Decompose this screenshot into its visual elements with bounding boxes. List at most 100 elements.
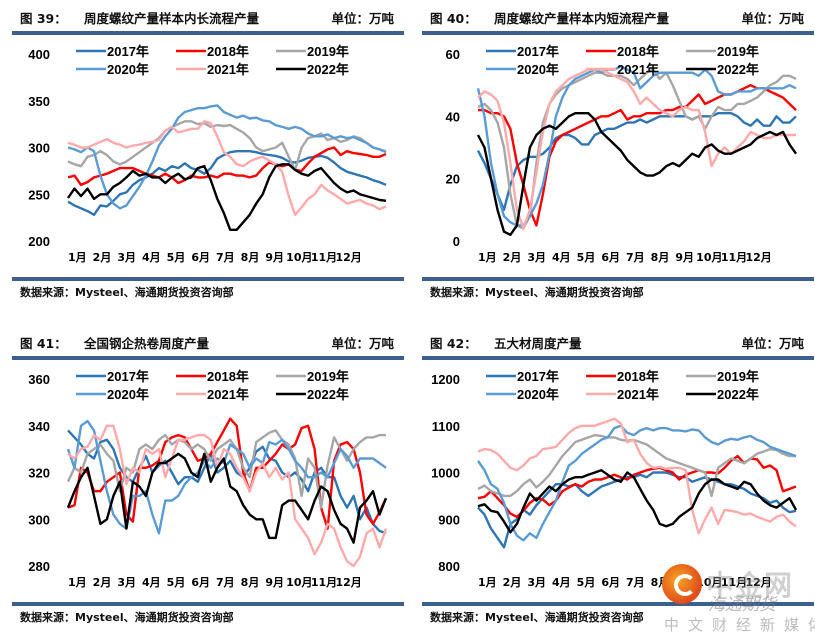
legend-item: 2021年 [586,62,659,77]
source-divider [12,602,404,606]
source-divider [12,277,404,281]
legend-label: 2021年 [207,62,249,77]
source-note: 数据来源：Mysteel、海通期货投资咨询部 [20,286,234,299]
legend-label: 2020年 [517,62,559,77]
y-tick-label: 280 [28,559,50,574]
legend-item: 2019年 [686,44,759,59]
figure-title-text: 周度螺纹产量样本内短流程产量 [494,11,670,26]
source-note: 数据来源：Mysteel、海通期货投资咨询部 [430,611,644,624]
title-divider [422,356,814,360]
figure-title-text: 五大材周度产量 [494,336,582,351]
y-tick-label: 300 [28,512,50,527]
figure-number: 图 41： [20,336,67,351]
legend-item: 2020年 [486,62,559,77]
x-tick-label: 7月 [626,576,645,589]
legend-label: 2019年 [717,369,759,384]
figure-unit: 单位：万吨 [331,336,394,351]
y-tick-label: 350 [28,94,50,109]
x-tick-label: 3月 [527,251,546,264]
figure-42: 图 42： 五大材周度产量 单位：万吨 800 900 1000 1100 1200 1月 2… [418,325,815,635]
y-tick-label: 60 [446,47,460,62]
x-tick-label: 6月 [601,251,620,264]
legend-item: 2018年 [176,44,249,59]
legend-item: 2021年 [176,387,249,402]
figure-unit: 单位：万吨 [331,11,394,26]
legend-label: 2021年 [207,387,249,402]
figure-title: 图 39： 周度螺纹产量样本内长流程产量 [20,8,259,27]
y-tick-label: 1200 [431,372,460,387]
source-note: 数据来源：Mysteel、海通期货投资咨询部 [430,286,644,299]
legend-item: 2020年 [76,387,149,402]
x-tick-label: 10月 [696,251,722,264]
legend-item: 2022年 [276,387,349,402]
y-tick-label: 340 [28,419,50,434]
legend-item: 2017年 [486,369,559,384]
legend-label: 2022年 [717,62,759,77]
legend-item: 2020年 [486,387,559,402]
figure-number: 图 40： [430,11,477,26]
legend-label: 2019年 [307,44,349,59]
legend-label: 2022年 [307,62,349,77]
y-tick-label: 900 [438,512,460,527]
x-tick-label: 7月 [626,251,645,264]
y-tick-label: 320 [28,466,50,481]
x-tick-label: 9月 [675,251,694,264]
legend-item: 2018年 [586,369,659,384]
x-tick-label: 12月 [336,576,362,589]
x-tick-label: 12月 [336,251,362,264]
x-tick-label: 11月 [721,576,747,589]
series-line-2020 [476,65,797,227]
source-note: 数据来源：Mysteel、海通期货投资咨询部 [20,611,234,624]
legend-item: 2020年 [76,62,149,77]
legend-item: 2018年 [176,369,249,384]
x-tick-label: 1月 [68,251,87,264]
chart-fig39: 200 250 300 350 400 1月 2月 3月 4月 5月 6月 7月 8月 9月 10月11月1… [28,44,387,264]
legend-label: 2017年 [107,369,149,384]
x-tick-label: 10月 [286,576,312,589]
x-tick-label: 5月 [167,576,186,589]
source-divider [422,277,814,281]
y-tick-label: 200 [28,234,50,249]
y-tick-label: 40 [446,109,460,124]
source-divider [422,602,814,606]
legend-item: 2021年 [176,62,249,77]
series-line-2022 [66,452,388,544]
x-tick-label: 5月 [577,576,596,589]
y-tick-label: 20 [446,172,460,187]
figure-title: 图 42： 五大材周度产量 [430,333,582,352]
x-tick-label: 4月 [142,576,161,589]
y-tick-label: 400 [28,47,50,62]
x-tick-label: 1月 [478,576,497,589]
x-tick-label: 4月 [552,251,571,264]
x-tick-label: 5月 [577,251,596,264]
x-tick-label: 9月 [265,251,284,264]
legend-item: 2017年 [76,369,149,384]
x-tick-label: 12月 [746,251,772,264]
x-tick-label: 11月 [311,576,337,589]
legend-label: 2021年 [617,62,659,77]
x-tick-label: 2月 [93,576,112,589]
x-tick-label: 8月 [241,576,260,589]
x-tick-label: 2月 [503,576,522,589]
x-tick-label: 5月 [167,251,186,264]
legend-item: 2021年 [586,387,659,402]
x-tick-label: 11月 [721,251,747,264]
legend-label: 2019年 [717,44,759,59]
figure-title: 图 40： 周度螺纹产量样本内短流程产量 [430,8,669,27]
title-divider [12,356,404,360]
legend-label: 2018年 [207,369,249,384]
legend-label: 2017年 [517,44,559,59]
series-line-2021 [477,417,797,535]
figure-title-text: 全国钢企热卷周度产量 [84,336,210,351]
figure-40: 图 40： 周度螺纹产量样本内短流程产量 单位：万吨 0 20 40 60 1月 2月 3月 4… [418,0,815,310]
y-tick-label: 800 [438,559,460,574]
y-tick-label: 1100 [432,419,460,434]
x-tick-label: 2月 [503,251,522,264]
x-tick-label: 2月 [93,251,112,264]
series-line-2018 [477,454,797,519]
series-line-2018 [67,417,388,530]
x-tick-label: 6月 [191,251,210,264]
x-tick-label: 9月 [675,576,694,589]
x-tick-label: 7月 [216,251,235,264]
